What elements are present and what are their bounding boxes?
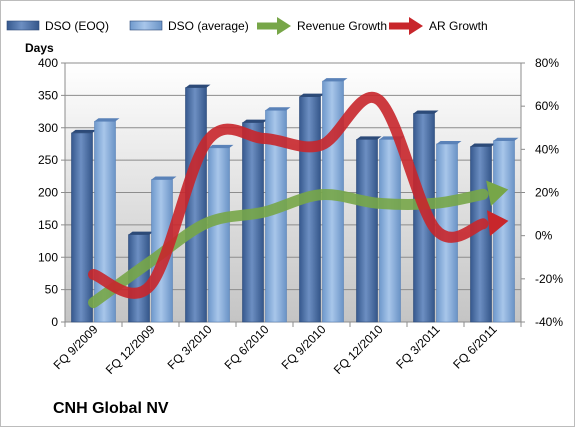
bar-top-average [322, 78, 348, 82]
bar-dso-eoq [185, 87, 207, 323]
revenue-growth-line [88, 188, 489, 309]
bar-top-eoq [71, 129, 97, 133]
x-tick-label: FQ 9/2010 [279, 322, 329, 372]
bar-top-average [436, 140, 462, 144]
right-tick-label: 40% [535, 142, 559, 156]
revenue-growth-arrowhead [486, 180, 509, 207]
legend: DSO (EOQ) DSO (average) Revenue Growth AR G… [6, 17, 488, 35]
x-tick-label: FQ 9/2009 [51, 322, 101, 372]
x-tick-label: FQ 12/2010 [331, 322, 386, 377]
ar-growth-legend-arrow [409, 17, 423, 35]
bar-top-average [493, 137, 519, 141]
revenue-growth-legend-label: Revenue Growth [297, 19, 387, 33]
bar-top-eoq [128, 231, 154, 235]
left-tick-label: 300 [38, 121, 58, 135]
bar-top-eoq [470, 143, 496, 147]
chart-title: CNH Global NV [53, 400, 169, 417]
lines [88, 91, 509, 309]
bar-top-average [151, 176, 177, 180]
y-axis-title: Days [25, 41, 54, 55]
dso-average--legend-swatch [129, 20, 163, 31]
bar-dso-eoq [299, 96, 321, 323]
dso-average--legend-label: DSO (average) [168, 19, 249, 33]
bar-dso-eoq [356, 139, 378, 323]
bar-top-average [265, 107, 291, 111]
left-tick-label: 150 [38, 218, 58, 232]
x-tick-label: FQ 12/2009 [103, 322, 158, 377]
left-tick-label: 200 [38, 186, 58, 200]
bar-top-eoq [299, 93, 325, 97]
right-tick-label: -20% [535, 272, 563, 286]
right-axis-ticks: -40% -20% 0% 20% 40% 60% 80% [521, 56, 563, 329]
bar-top-eoq [356, 136, 382, 140]
bar-top-average [94, 118, 120, 122]
ar-growth-line [88, 91, 489, 299]
x-tick-label: FQ 6/2011 [450, 322, 500, 372]
right-tick-label: 20% [535, 186, 559, 200]
left-tick-label: 250 [38, 153, 58, 167]
left-tick-label: 100 [38, 250, 58, 264]
bar-dso-average [493, 140, 515, 323]
x-tick-label: FQ 3/2011 [393, 322, 443, 372]
left-tick-label: 0 [51, 315, 58, 329]
left-axis-ticks: 0 50 100 150 200 250 300 350 400 [38, 56, 65, 329]
left-tick-label: 350 [38, 88, 58, 102]
bar-dso-average [379, 139, 401, 323]
dso-eoq--legend-label: DSO (EOQ) [45, 19, 109, 33]
bar-top-average [208, 144, 234, 148]
bar-dso-eoq [242, 122, 264, 323]
bar-top-eoq [242, 119, 268, 123]
right-tick-label: 0% [535, 229, 553, 243]
left-tick-label: 400 [38, 56, 58, 70]
revenue-growth-legend-arrow [277, 17, 291, 35]
right-tick-label: 80% [535, 56, 559, 70]
x-tick-label: FQ 3/2010 [165, 322, 215, 372]
bar-top-eoq [413, 110, 439, 114]
left-tick-label: 50 [45, 283, 59, 297]
dso-eoq--legend-swatch [6, 20, 40, 31]
bar-dso-average [208, 147, 230, 323]
bar-dso-eoq [71, 132, 93, 323]
bar-top-eoq [185, 84, 211, 88]
x-tick-label: FQ 6/2010 [222, 322, 272, 372]
right-tick-label: 60% [535, 99, 559, 113]
ar-growth-arrowhead [487, 210, 509, 237]
right-tick-label: -40% [535, 315, 563, 329]
x-axis-ticks: FQ 9/2009 FQ 12/2009 FQ 3/2010 FQ 6/2010 FQ … [51, 322, 522, 377]
ar-growth-legend-label: AR Growth [429, 19, 488, 33]
